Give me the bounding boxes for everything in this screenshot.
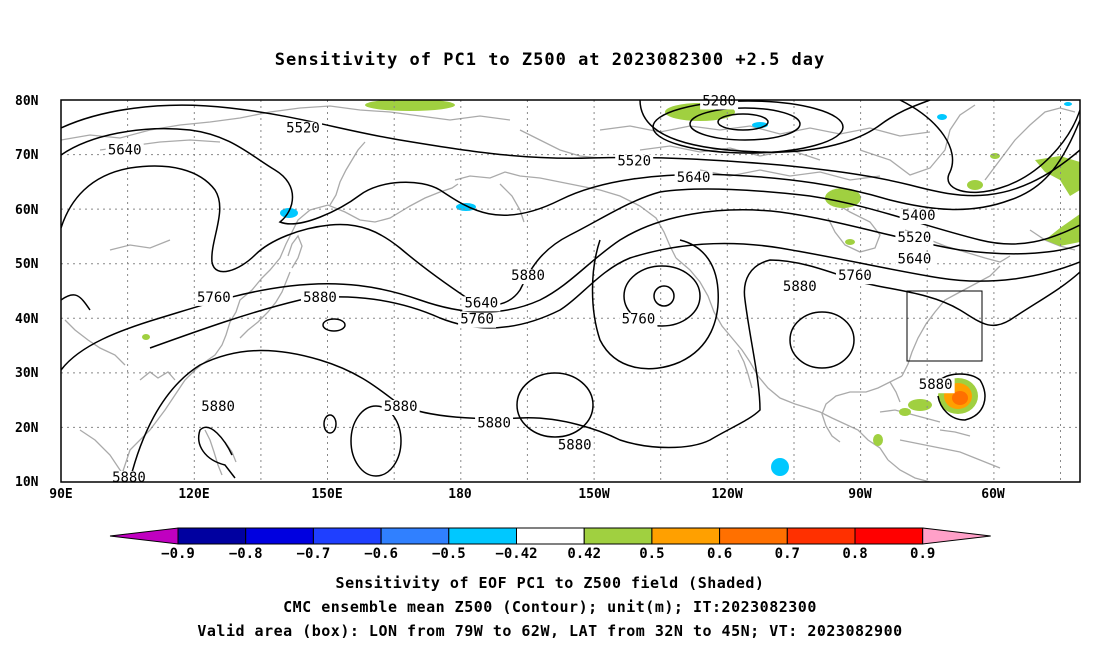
colorbar-label: −0.9 [161, 546, 195, 562]
contour-label: 5880 [558, 437, 592, 453]
colorbar-segment [786, 527, 856, 545]
lat-tick: 70N [15, 148, 39, 163]
colorbar-segment [312, 527, 382, 545]
colorbar-segment [583, 527, 653, 545]
contour-label: 5640 [898, 252, 932, 268]
contour-label: 5760 [838, 268, 872, 284]
colorbar-label: 0.7 [775, 546, 800, 562]
map-title: Sensitivity of PC1 to Z500 at 2023082300… [274, 50, 826, 70]
colorbar-segment [245, 527, 314, 545]
lat-tick: 10N [15, 475, 39, 490]
contour-label-bg [895, 252, 934, 268]
contour-labels: 5280552056405520564054005520564057605880… [105, 93, 955, 486]
contour-label-bg [700, 94, 739, 110]
colorbar-label: 0.42 [567, 546, 601, 562]
lon-tick: 150E [311, 487, 342, 502]
contour-label-bg [300, 290, 339, 306]
contour-label: 5880 [112, 470, 146, 486]
contour-label-bg [615, 154, 654, 170]
contour-label: 5520 [617, 153, 651, 169]
colorbar-label: 0.5 [639, 546, 664, 562]
lon-tick: 60W [981, 487, 1005, 502]
contour-label-bg [381, 400, 420, 416]
contour-label-bg [780, 280, 819, 295]
contour-label-bg [835, 269, 874, 285]
contour-label-bg [619, 312, 658, 328]
contour-label: 5880 [384, 399, 418, 415]
contour-label: 5400 [902, 208, 936, 224]
contour-label: 5520 [286, 121, 320, 137]
colorbar [109, 527, 991, 545]
colorbar-label: 0.9 [910, 546, 935, 562]
contour-label: 5280 [702, 93, 736, 109]
contour-label-bg [475, 416, 514, 432]
contour-label-bg [674, 170, 713, 186]
contour-label-bg [555, 438, 594, 454]
colorbar-min-arrow [109, 527, 179, 545]
lat-tick: 80N [15, 94, 39, 109]
colorbar-labels: −0.9 −0.8 −0.7 −0.6 −0.5 −0.42 0.42 0.5 0.6 0.7 0.… [161, 546, 935, 562]
lat-tick: 30N [15, 366, 39, 381]
contour-label-bg [509, 269, 548, 285]
caption-line-3: Valid area (box): LON from 79W to 62W, L… [197, 622, 903, 640]
lat-tick: 20N [15, 421, 39, 436]
contour-label: 5760 [622, 312, 656, 328]
colorbar-label: −0.5 [432, 546, 466, 562]
lon-axis: 90E 120E 150E 180 150W 120W 90W 60W [49, 487, 1005, 502]
lon-tick: 120E [178, 487, 209, 502]
colorbar-segment [177, 527, 247, 545]
contour-label: 5880 [477, 415, 511, 431]
lat-tick: 50N [15, 257, 39, 272]
contour-label: 5640 [464, 295, 498, 311]
colorbar-label: 0.6 [707, 546, 732, 562]
colorbar-label: −0.7 [297, 546, 331, 562]
plot-frame [60, 99, 1081, 483]
contour-label: 5880 [201, 399, 235, 415]
lon-tick: 180 [448, 487, 472, 502]
contour-label-bg [199, 400, 238, 416]
colorbar-segment [380, 527, 450, 545]
contour-label: 5880 [303, 290, 337, 306]
contour-label-bg [899, 209, 938, 225]
colorbar-label: −0.42 [495, 546, 537, 562]
lon-tick: 120W [711, 487, 742, 502]
colorbar-segment [719, 527, 788, 545]
lat-axis: 80N 70N 60N 50N 40N 30N 20N 10N [15, 94, 39, 490]
colorbar-label: 0.8 [842, 546, 867, 562]
contour-label: 5760 [197, 290, 231, 306]
colorbar-label: −0.8 [229, 546, 263, 562]
coastlines [61, 104, 1076, 482]
contour-label-bg [194, 290, 233, 306]
contour-label: 5880 [783, 279, 817, 295]
contour-label: 5880 [511, 268, 545, 284]
contour-label: 5640 [677, 170, 711, 186]
contour-label-bg [462, 296, 501, 312]
contour-label-bg [916, 378, 955, 394]
lon-tick: 90W [848, 487, 872, 502]
contour-label-bg [895, 230, 934, 246]
contour-label: 5760 [460, 312, 494, 328]
colorbar-segment [448, 527, 517, 545]
caption-line-2: CMC ensemble mean Z500 (Contour); unit(m… [283, 598, 817, 616]
colorbar-segment [516, 527, 585, 545]
lat-tick: 40N [15, 312, 39, 327]
colorbar-segment [651, 527, 721, 545]
contour-label-bg [458, 312, 497, 328]
colorbar-label: −0.6 [364, 546, 398, 562]
colorbar-max-arrow [922, 527, 991, 545]
contour-label-bg [284, 121, 323, 137]
lat-tick: 60N [15, 203, 39, 218]
colorbar-segment [854, 527, 924, 545]
valid-area-box [906, 290, 983, 362]
contour-label: 5640 [108, 143, 142, 159]
contour-label: 5520 [898, 230, 932, 246]
lon-tick: 90E [49, 487, 72, 502]
contour-label-bg [105, 143, 144, 159]
caption-line-1: Sensitivity of EOF PC1 to Z500 field (Sh… [335, 574, 765, 592]
lon-tick: 150W [578, 487, 609, 502]
contour-label: 5880 [919, 377, 953, 393]
